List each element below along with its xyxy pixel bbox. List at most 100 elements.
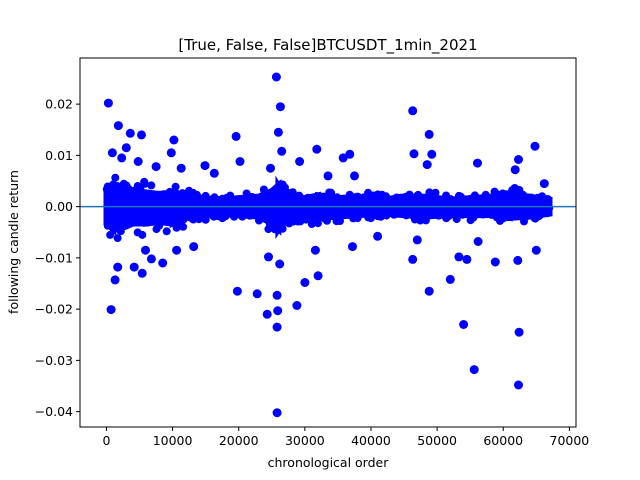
data-point (152, 225, 161, 234)
data-point (310, 245, 320, 255)
plot-frame (79, 57, 577, 428)
data-point (473, 237, 483, 246)
data-point (277, 146, 287, 156)
data-point (172, 245, 182, 255)
data-point (147, 181, 156, 190)
data-point (209, 168, 219, 178)
data-point (235, 157, 245, 166)
data-point (490, 257, 500, 267)
data-point (345, 149, 355, 159)
data-point (141, 245, 150, 255)
data-point (412, 235, 422, 245)
data-point (273, 127, 283, 137)
outlier-points (103, 72, 549, 418)
y-tick-label: −0.01 (35, 250, 73, 265)
data-point (272, 408, 282, 418)
data-point (137, 130, 146, 140)
data-point (171, 182, 180, 191)
data-point (323, 171, 333, 181)
data-point (514, 327, 524, 337)
data-point (140, 179, 149, 188)
data-point (162, 227, 171, 236)
data-point (424, 286, 434, 296)
y-tick-label: 0.00 (45, 199, 73, 214)
data-point (513, 255, 523, 265)
data-point (113, 121, 123, 131)
data-point (166, 148, 176, 158)
data-point (111, 173, 120, 182)
y-tick-label: 0.02 (45, 97, 73, 112)
y-axis-ticks: 0.02 0.01 0.00 −0.01 −0.02 −0.03 −0.04 (35, 97, 80, 419)
data-point (176, 163, 186, 173)
data-point (462, 254, 472, 264)
data-point (427, 149, 437, 159)
data-point (231, 131, 241, 141)
data-point (133, 157, 143, 166)
data-point (273, 306, 283, 316)
data-point (531, 245, 541, 255)
data-point (264, 252, 273, 262)
data-point (408, 106, 418, 116)
data-point (232, 286, 242, 296)
x-tick-label: 30000 (285, 433, 325, 448)
data-point (133, 228, 142, 237)
data-point (348, 242, 357, 252)
data-point (137, 268, 147, 278)
data-point (514, 155, 523, 164)
data-point (373, 231, 383, 241)
chart-title: [True, False, False]BTCUSDT_1min_2021 (178, 36, 477, 55)
data-point (271, 72, 281, 82)
data-point (469, 365, 479, 375)
x-axis-ticks: 0 10000 20000 30000 40000 50000 60000 70000 (102, 427, 589, 448)
data-point (158, 258, 168, 268)
data-point (129, 262, 139, 272)
y-axis-label: following candle return (6, 170, 21, 314)
data-point (409, 149, 419, 159)
data-point (272, 290, 282, 300)
data-point (113, 234, 122, 243)
data-point (431, 188, 440, 197)
data-point (312, 144, 322, 154)
data-point (350, 171, 359, 181)
data-point (313, 271, 323, 281)
data-point (106, 305, 116, 315)
data-point (106, 230, 115, 239)
y-tick-label: 0.01 (45, 148, 73, 163)
data-point (473, 158, 482, 168)
data-point (252, 289, 262, 299)
data-point (275, 102, 285, 112)
y-tick-label: −0.04 (35, 404, 73, 419)
data-point (189, 242, 199, 252)
data-point (454, 252, 464, 262)
data-point (459, 320, 469, 329)
data-point (275, 259, 285, 269)
data-point (146, 254, 156, 264)
data-point (445, 274, 455, 284)
data-point (424, 129, 434, 139)
data-point (266, 163, 275, 173)
x-tick-label: 0 (102, 433, 110, 448)
data-point (262, 309, 272, 319)
x-tick-label: 10000 (153, 433, 193, 448)
data-point (107, 148, 117, 158)
data-point (110, 275, 120, 285)
data-point (200, 161, 210, 171)
x-tick-label: 50000 (417, 433, 457, 448)
data-point (103, 98, 113, 108)
x-tick-label: 60000 (483, 433, 523, 448)
x-axis-label: chronological order (268, 455, 390, 470)
data-point (272, 322, 282, 332)
data-point (151, 162, 161, 172)
data-point (121, 143, 131, 153)
data-point (422, 160, 432, 170)
data-point (113, 262, 123, 272)
data-point (514, 380, 523, 390)
data-point (117, 153, 127, 163)
x-tick-label: 70000 (550, 433, 590, 448)
y-tick-label: −0.03 (35, 353, 73, 368)
data-point (169, 135, 179, 145)
data-point (408, 254, 418, 264)
data-point (295, 157, 305, 166)
